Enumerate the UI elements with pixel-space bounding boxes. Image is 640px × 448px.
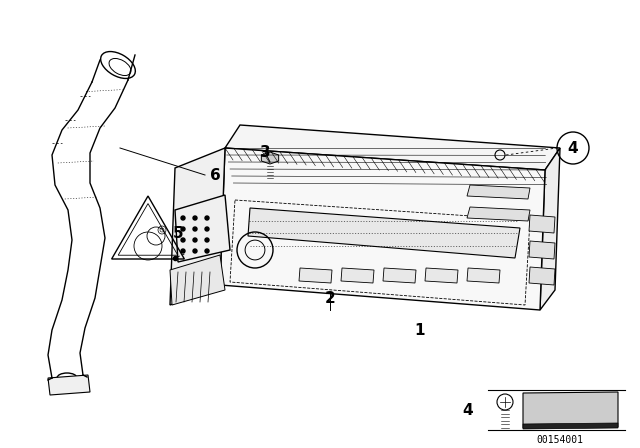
Circle shape (181, 216, 185, 220)
Circle shape (181, 227, 185, 231)
Text: 1: 1 (415, 323, 425, 337)
Polygon shape (467, 268, 500, 283)
Text: 4: 4 (463, 402, 474, 418)
Polygon shape (175, 195, 230, 262)
Polygon shape (425, 268, 458, 283)
Circle shape (205, 238, 209, 242)
Polygon shape (48, 375, 90, 395)
Polygon shape (523, 392, 618, 428)
Circle shape (205, 249, 209, 253)
Polygon shape (523, 423, 618, 429)
Circle shape (193, 249, 197, 253)
Polygon shape (529, 241, 555, 259)
Text: 5: 5 (173, 225, 183, 241)
Polygon shape (170, 255, 225, 305)
Text: 3: 3 (260, 145, 270, 159)
Polygon shape (170, 148, 225, 305)
Text: 00154001: 00154001 (536, 435, 584, 445)
Polygon shape (540, 148, 560, 310)
Circle shape (193, 216, 197, 220)
Polygon shape (225, 125, 560, 170)
Circle shape (181, 249, 185, 253)
Circle shape (205, 216, 209, 220)
Polygon shape (220, 148, 545, 310)
Polygon shape (248, 208, 520, 258)
Polygon shape (467, 207, 530, 221)
Polygon shape (383, 268, 416, 283)
Text: 4: 4 (568, 141, 579, 155)
Text: 2: 2 (324, 290, 335, 306)
Text: 6: 6 (210, 168, 220, 182)
Polygon shape (529, 267, 555, 285)
Circle shape (193, 238, 197, 242)
Polygon shape (299, 268, 332, 283)
Polygon shape (529, 215, 555, 233)
Polygon shape (467, 185, 530, 199)
Circle shape (193, 227, 197, 231)
Polygon shape (261, 152, 278, 164)
Polygon shape (341, 268, 374, 283)
Circle shape (181, 238, 185, 242)
Circle shape (205, 227, 209, 231)
